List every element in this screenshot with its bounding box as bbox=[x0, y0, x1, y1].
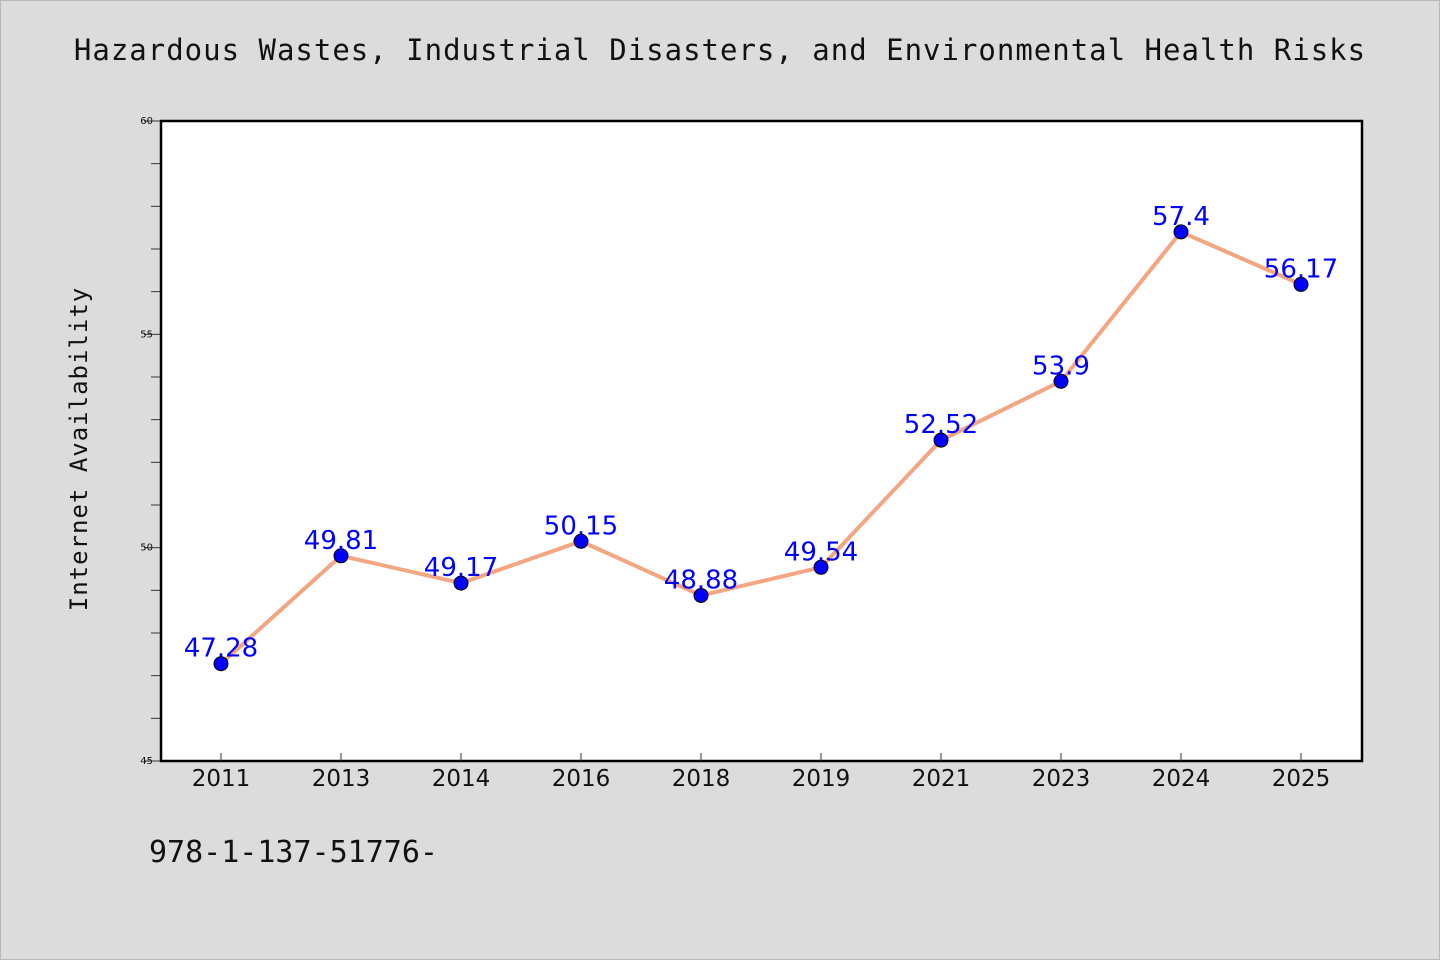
data-label: 47.28 bbox=[184, 634, 258, 664]
x-tick-label: 2013 bbox=[312, 766, 371, 792]
plot-area bbox=[159, 119, 1364, 763]
x-tick-label: 2024 bbox=[1152, 766, 1211, 792]
data-label: 53.9 bbox=[1032, 351, 1090, 381]
data-point bbox=[1053, 373, 1069, 389]
axis-ticks: 45 50 55 60 2011 2013 2014 2016 2018 2019 2021 2023… bbox=[140, 116, 1330, 792]
data-point bbox=[693, 587, 709, 603]
data-label: 49.81 bbox=[304, 526, 378, 556]
x-tick-label: 2021 bbox=[912, 766, 971, 792]
data-label: 57.4 bbox=[1152, 202, 1210, 232]
y-tick-label: 60 bbox=[140, 116, 153, 127]
data-point bbox=[213, 656, 229, 672]
data-point bbox=[1293, 276, 1309, 292]
series-markers bbox=[213, 224, 1309, 672]
data-point bbox=[813, 559, 829, 575]
data-point bbox=[933, 432, 949, 448]
y-tick-label: 55 bbox=[140, 329, 153, 340]
data-label: 48.88 bbox=[664, 565, 738, 595]
x-tick-label: 2019 bbox=[792, 766, 851, 792]
data-label: 49.54 bbox=[784, 537, 858, 567]
x-tick-label: 2018 bbox=[672, 766, 731, 792]
x-tick-label: 2014 bbox=[432, 766, 491, 792]
data-point bbox=[573, 533, 589, 549]
data-label: 56.17 bbox=[1264, 254, 1338, 284]
data-point bbox=[1173, 224, 1189, 240]
y-axis-label: Internet Availability bbox=[65, 287, 93, 611]
data-label: 49.17 bbox=[424, 553, 498, 583]
data-label: 52.52 bbox=[904, 410, 978, 440]
series-line bbox=[219, 229, 1303, 666]
chart-title: Hazardous Wastes, Industrial Disasters, … bbox=[73, 33, 1367, 67]
data-point bbox=[453, 575, 469, 591]
footer-code: 978-1-137-51776- bbox=[149, 835, 438, 870]
x-tick-label: 2025 bbox=[1272, 766, 1331, 792]
x-tick-label: 2011 bbox=[192, 766, 251, 792]
y-tick-label: 45 bbox=[140, 756, 153, 767]
x-tick-label: 2023 bbox=[1032, 766, 1091, 792]
series-line-layer bbox=[219, 229, 1303, 666]
data-label: 50.15 bbox=[544, 511, 618, 541]
x-tick-label: 2016 bbox=[552, 766, 611, 792]
y-tick-label: 50 bbox=[140, 543, 153, 554]
data-labels: 47.28 49.81 49.17 50.15 48.88 49.54 52.52 53.9 5… bbox=[184, 202, 1338, 664]
data-point bbox=[333, 548, 349, 564]
